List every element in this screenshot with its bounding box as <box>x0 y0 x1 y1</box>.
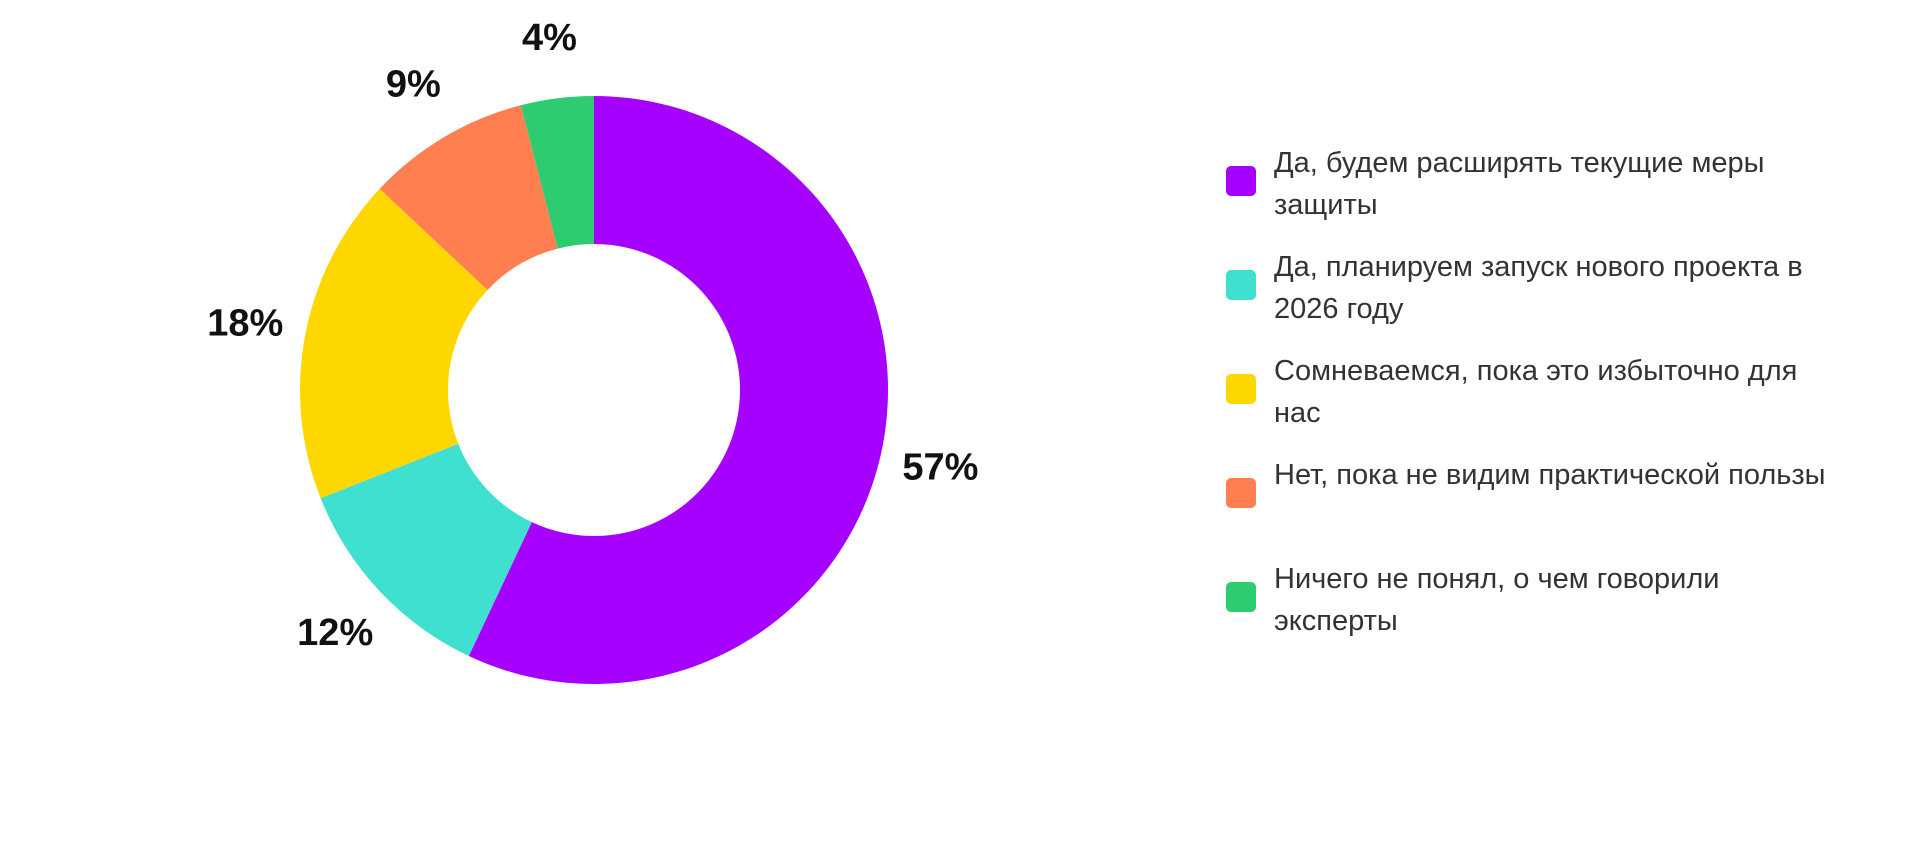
donut-slice-1 <box>468 96 888 684</box>
slice-value-label-1: 57% <box>902 446 978 488</box>
donut-slice-4 <box>379 105 558 291</box>
slice-labels: 57% 12% 18% 9% 4% <box>207 17 978 654</box>
legend-swatch-3 <box>1226 374 1256 404</box>
legend-label-3: Сомневаемся, пока это избыточно для нас <box>1274 355 1798 429</box>
legend: Да, будем расширять текущие меры защиты Д… <box>1226 142 1866 662</box>
legend-label-1: Да, будем расширять текущие меры защиты <box>1274 147 1765 221</box>
legend-item-2: Да, планируем запуск нового проекта в 20… <box>1226 246 1866 350</box>
slice-value-label-3: 18% <box>207 302 283 344</box>
legend-swatch-4 <box>1226 478 1256 508</box>
legend-label-4: Нет, пока не видим практической пользы <box>1274 459 1826 491</box>
legend-swatch-5 <box>1226 582 1256 612</box>
donut-slice-2 <box>320 443 532 657</box>
legend-item-5: Ничего не понял, о чем говорили эксперты <box>1226 558 1866 662</box>
slice-value-label-5: 4% <box>522 17 577 59</box>
legend-item-4: Нет, пока не видим практической пользы <box>1226 454 1866 558</box>
legend-label-5: Ничего не понял, о чем говорили эксперты <box>1274 563 1720 637</box>
donut-slice-3 <box>300 188 488 499</box>
slice-value-label-4: 9% <box>386 63 441 105</box>
legend-label-2: Да, планируем запуск нового проекта в 20… <box>1274 251 1803 325</box>
donut-slices <box>300 96 888 684</box>
legend-swatch-2 <box>1226 270 1256 300</box>
legend-swatch-1 <box>1226 166 1256 196</box>
donut-slice-5 <box>520 96 594 249</box>
slice-value-label-2: 12% <box>297 612 373 654</box>
legend-item-3: Сомневаемся, пока это избыточно для нас <box>1226 350 1866 454</box>
legend-item-1: Да, будем расширять текущие меры защиты <box>1226 142 1866 246</box>
